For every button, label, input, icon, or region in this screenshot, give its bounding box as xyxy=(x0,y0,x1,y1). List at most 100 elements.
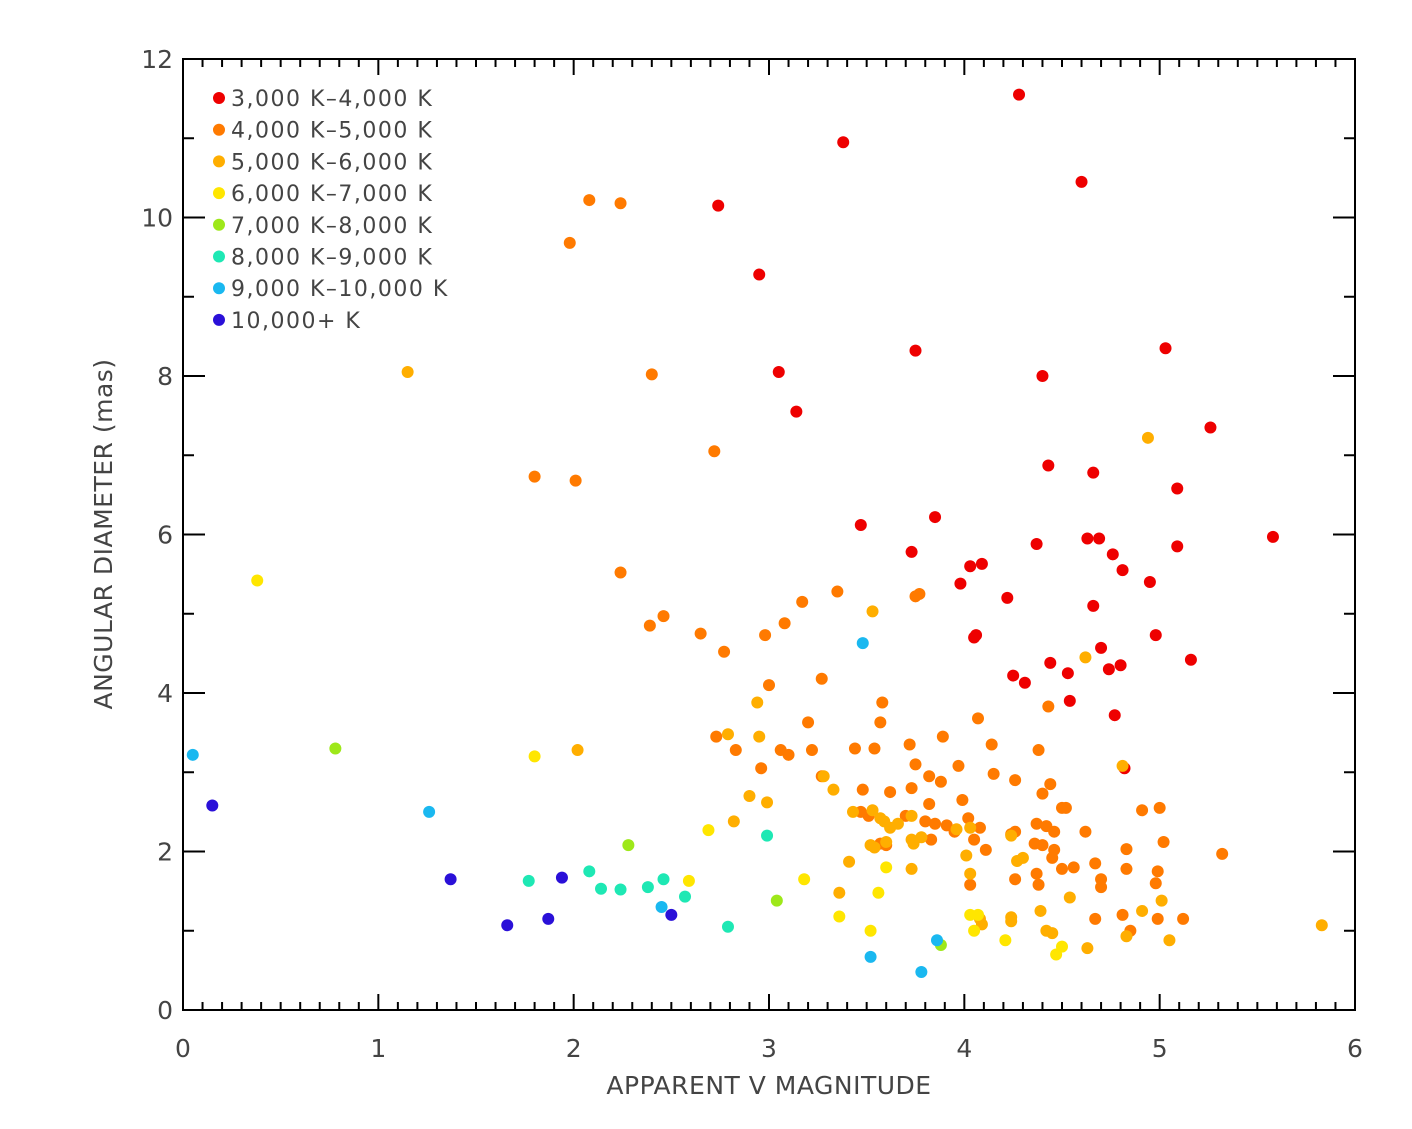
x-tick-label: 0 xyxy=(175,1034,191,1063)
data-point xyxy=(923,770,936,783)
data-point xyxy=(987,767,1000,780)
data-point xyxy=(923,797,936,810)
data-point xyxy=(905,782,918,795)
data-point xyxy=(770,894,783,907)
y-tick-label: 0 xyxy=(157,996,173,1025)
x-tick-label: 3 xyxy=(761,1034,777,1063)
data-point xyxy=(1009,873,1022,886)
legend-item: 3,000 K–4,000 K xyxy=(213,87,432,112)
data-point xyxy=(1143,576,1156,589)
data-point xyxy=(1116,908,1129,921)
data-point xyxy=(909,590,922,603)
data-point xyxy=(964,867,977,880)
x-tick-label: 2 xyxy=(566,1034,582,1063)
data-point xyxy=(864,924,877,937)
legend-marker xyxy=(213,155,225,168)
data-point xyxy=(251,574,264,587)
legend-label: 7,000 K–8,000 K xyxy=(231,214,433,239)
data-point xyxy=(872,886,885,899)
data-point xyxy=(1120,843,1133,856)
plot-frame xyxy=(182,58,1356,1011)
data-point xyxy=(891,817,904,830)
data-point xyxy=(772,366,785,379)
data-point xyxy=(1120,930,1133,943)
data-point xyxy=(718,645,731,658)
data-point xyxy=(1016,851,1029,864)
y-tick-label: 12 xyxy=(141,45,173,74)
data-point xyxy=(833,886,846,899)
data-point xyxy=(1163,934,1176,947)
series-6 xyxy=(186,637,943,978)
data-point xyxy=(1136,904,1149,917)
data-point xyxy=(423,805,436,818)
data-point xyxy=(753,730,766,743)
data-point xyxy=(729,744,742,757)
legend-item: 7,000 K–8,000 K xyxy=(213,214,433,239)
data-point xyxy=(876,696,889,709)
data-point xyxy=(909,344,922,357)
data-point xyxy=(1063,694,1076,707)
data-point xyxy=(815,672,828,685)
data-point xyxy=(583,194,596,207)
data-point xyxy=(907,837,920,850)
data-point xyxy=(657,873,670,886)
data-point xyxy=(854,518,867,531)
data-point xyxy=(708,445,721,458)
legend-marker xyxy=(213,250,225,263)
data-point xyxy=(930,934,943,947)
legend: 3,000 K–4,000 K 4,000 K–5,000 K 5,000 K–6,… xyxy=(213,87,447,334)
data-point xyxy=(975,557,988,570)
data-point xyxy=(206,799,219,812)
data-point xyxy=(1046,927,1059,940)
data-point xyxy=(1075,175,1088,188)
data-point xyxy=(643,619,656,632)
data-point xyxy=(759,629,772,642)
data-point xyxy=(645,368,658,381)
y-tick-label: 6 xyxy=(157,521,173,550)
legend-marker xyxy=(213,123,225,136)
data-point xyxy=(1159,342,1172,355)
data-point xyxy=(960,849,973,862)
data-point xyxy=(1061,667,1074,680)
data-point xyxy=(1315,919,1328,932)
x-tick-label: 5 xyxy=(1152,1034,1168,1063)
data-point xyxy=(968,924,981,937)
data-point xyxy=(1079,651,1092,664)
data-point xyxy=(837,136,850,149)
legend-label: 4,000 K–5,000 K xyxy=(231,119,433,144)
legend-label: 5,000 K–6,000 K xyxy=(231,150,433,175)
data-point xyxy=(964,878,977,891)
data-point xyxy=(909,758,922,771)
y-tick-label: 2 xyxy=(157,838,173,867)
data-point xyxy=(721,920,734,933)
data-point xyxy=(751,696,764,709)
data-point xyxy=(962,812,975,825)
data-point xyxy=(866,605,879,618)
data-point xyxy=(790,405,803,418)
data-point xyxy=(782,748,795,761)
data-point xyxy=(999,934,1012,947)
data-point xyxy=(1116,759,1129,772)
x-tick-label: 6 xyxy=(1347,1034,1363,1063)
data-point xyxy=(1081,942,1094,955)
data-point xyxy=(964,821,977,834)
data-point xyxy=(1032,878,1045,891)
data-point xyxy=(761,796,774,809)
y-axis-label: ANGULAR DIAMETER (mas) xyxy=(89,358,118,709)
data-point xyxy=(555,871,568,884)
data-point xyxy=(827,783,840,796)
data-point xyxy=(1136,804,1149,817)
data-point xyxy=(1151,912,1164,925)
data-point xyxy=(614,197,627,210)
data-point xyxy=(571,744,584,757)
data-point xyxy=(868,742,881,755)
data-point xyxy=(1001,591,1014,604)
legend-item: 6,000 K–7,000 K xyxy=(213,182,432,207)
data-point xyxy=(1216,847,1229,860)
data-point xyxy=(1034,904,1047,917)
data-point xyxy=(864,950,877,963)
legend-marker xyxy=(213,313,225,326)
data-point xyxy=(970,629,983,642)
legend-item: 10,000+ K xyxy=(213,309,360,334)
data-point xyxy=(905,809,918,822)
